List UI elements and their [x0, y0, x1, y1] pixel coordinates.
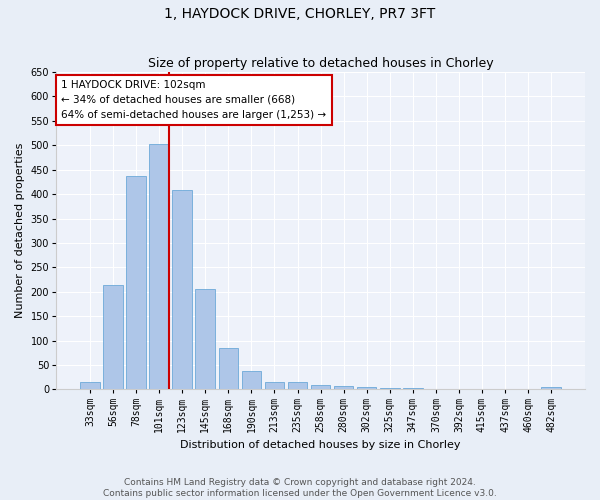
Title: Size of property relative to detached houses in Chorley: Size of property relative to detached ho… — [148, 56, 493, 70]
Bar — [103, 286, 123, 390]
Text: 1, HAYDOCK DRIVE, CHORLEY, PR7 3FT: 1, HAYDOCK DRIVE, CHORLEY, PR7 3FT — [164, 8, 436, 22]
Bar — [311, 384, 331, 390]
Text: 1 HAYDOCK DRIVE: 102sqm
← 34% of detached houses are smaller (668)
64% of semi-d: 1 HAYDOCK DRIVE: 102sqm ← 34% of detache… — [61, 80, 326, 120]
Bar — [265, 382, 284, 390]
Bar — [80, 382, 100, 390]
Bar — [288, 382, 307, 390]
Text: Contains HM Land Registry data © Crown copyright and database right 2024.
Contai: Contains HM Land Registry data © Crown c… — [103, 478, 497, 498]
X-axis label: Distribution of detached houses by size in Chorley: Distribution of detached houses by size … — [181, 440, 461, 450]
Bar — [380, 388, 400, 390]
Bar — [541, 387, 561, 390]
Bar — [403, 388, 422, 390]
Bar — [357, 387, 376, 390]
Bar — [149, 144, 169, 390]
Y-axis label: Number of detached properties: Number of detached properties — [15, 143, 25, 318]
Bar — [126, 176, 146, 390]
Bar — [334, 386, 353, 390]
Bar — [196, 290, 215, 390]
Bar — [242, 371, 261, 390]
Bar — [218, 348, 238, 390]
Bar — [172, 190, 192, 390]
